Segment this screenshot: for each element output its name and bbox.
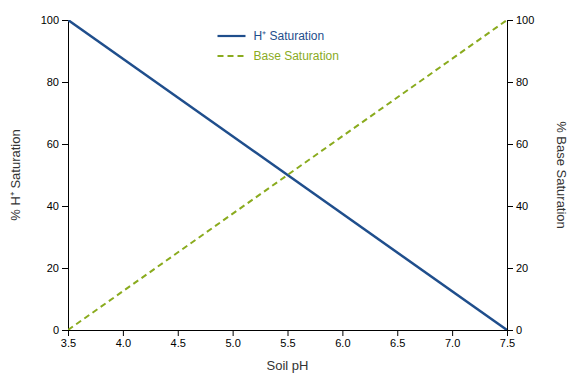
tick-label: 80 <box>516 76 528 88</box>
tick-label: 0 <box>516 324 522 336</box>
legend-swatch <box>218 35 246 37</box>
tick-mark <box>62 144 68 145</box>
chart: 3.54.04.55.05.56.06.57.07.50204060801000… <box>0 0 575 380</box>
tick: 80 <box>47 76 68 88</box>
tick-label: 20 <box>47 262 59 274</box>
legend-swatch <box>218 55 246 57</box>
tick-mark <box>507 330 513 331</box>
tick-label: 60 <box>47 138 59 150</box>
tick: 5.5 <box>280 330 295 349</box>
series-line <box>68 20 507 330</box>
tick-mark <box>288 330 289 336</box>
tick-mark <box>507 20 513 21</box>
tick-mark <box>452 330 453 336</box>
tick-label: 7.0 <box>445 337 460 349</box>
tick-mark <box>397 330 398 336</box>
legend-label: Base Saturation <box>254 49 339 63</box>
tick-mark <box>507 268 513 269</box>
tick-mark <box>233 330 234 336</box>
tick-mark <box>507 144 513 145</box>
tick-mark <box>342 330 343 336</box>
tick: 7.0 <box>445 330 460 349</box>
tick: 0 <box>53 324 68 336</box>
tick: 80 <box>507 76 528 88</box>
tick-label: 6.0 <box>335 337 350 349</box>
tick: 20 <box>507 262 528 274</box>
tick: 4.5 <box>171 330 186 349</box>
tick-label: 0 <box>53 324 59 336</box>
y-axis: 0 20 40 60 80 100 <box>41 14 69 336</box>
tick-label: 4.0 <box>116 337 131 349</box>
legend-item: Base Saturation <box>218 49 339 63</box>
tick: 6.5 <box>390 330 405 349</box>
tick-mark <box>507 82 513 83</box>
plot: 3.54.04.55.05.56.06.57.07.50204060801000… <box>8 14 569 373</box>
x-axis-title: Soil pH <box>267 358 309 373</box>
tick: 100 <box>507 14 534 26</box>
tick: 60 <box>507 138 528 150</box>
tick-label: 3.5 <box>61 337 76 349</box>
tick: 7.5 <box>500 330 515 349</box>
legend-item: H⁺ Saturation <box>218 29 325 43</box>
tick: 4.0 <box>116 330 131 349</box>
tick-mark <box>62 268 68 269</box>
tick-mark <box>123 330 124 336</box>
tick-label: 7.5 <box>500 337 515 349</box>
axis-line <box>62 21 69 331</box>
tick-label: 5.0 <box>225 337 240 349</box>
legend-label: H⁺ Saturation <box>254 29 325 43</box>
tick-mark <box>62 206 68 207</box>
tick-mark <box>62 330 68 331</box>
tick-label: 60 <box>516 138 528 150</box>
tick: 100 <box>41 14 68 26</box>
legend: H⁺ Saturation Base Saturation <box>218 29 339 63</box>
tick-label: 20 <box>516 262 528 274</box>
y2-axis-title: % Base Saturation <box>554 121 569 229</box>
tick: 40 <box>507 200 528 212</box>
tick-label: 40 <box>47 200 59 212</box>
tick: 5.0 <box>225 330 240 349</box>
tick: 3.5 <box>61 330 76 349</box>
x-axis: 3.5 4.0 4.5 5.0 5.5 6.0 6.5 7.0 7.5 <box>61 330 515 349</box>
tick: 40 <box>47 200 68 212</box>
tick-label: 4.5 <box>171 337 186 349</box>
tick-mark <box>178 330 179 336</box>
tick-label: 5.5 <box>280 337 295 349</box>
y2-axis: 0 20 40 60 80 100 <box>507 14 534 336</box>
tick-label: 80 <box>47 76 59 88</box>
tick-mark <box>62 82 68 83</box>
tick-label: 40 <box>516 200 528 212</box>
tick-mark <box>507 206 513 207</box>
axis-line <box>69 331 508 337</box>
tick-label: 6.5 <box>390 337 405 349</box>
tick-label: 100 <box>516 14 534 26</box>
tick: 20 <box>47 262 68 274</box>
axis-line <box>508 21 514 331</box>
series-line <box>68 20 507 330</box>
tick-mark <box>62 20 68 21</box>
tick-label: 100 <box>41 14 59 26</box>
y-axis-title: % H⁺ Saturation <box>8 129 23 220</box>
tick: 6.0 <box>335 330 350 349</box>
lines <box>68 20 507 330</box>
tick: 60 <box>47 138 68 150</box>
tick: 0 <box>507 324 522 336</box>
